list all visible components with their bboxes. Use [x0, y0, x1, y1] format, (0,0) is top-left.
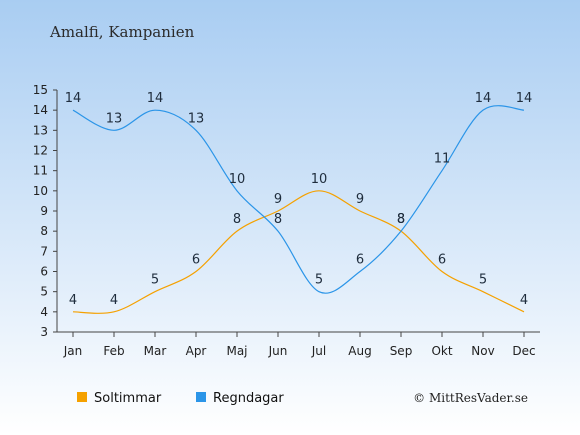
- x-tick-label: Maj: [226, 344, 247, 358]
- x-tick-label: Jan: [63, 344, 83, 358]
- x-tick-label: Jun: [268, 344, 288, 358]
- y-tick-label: 9: [40, 204, 48, 218]
- y-tick-label: 7: [40, 244, 48, 258]
- y-tick-label: 13: [33, 123, 48, 137]
- data-label-soltimmar: 6: [438, 253, 446, 268]
- series-line-regndagar: [72, 105, 525, 294]
- data-label-soltimmar: 4: [520, 293, 528, 308]
- data-label-soltimmar: 10: [311, 172, 328, 187]
- y-tick-label: 3: [40, 325, 48, 339]
- y-tick-label: 10: [33, 184, 48, 198]
- x-tick-label: Dec: [512, 344, 535, 358]
- data-label-regndagar: 14: [475, 91, 492, 106]
- data-label-regndagar: 13: [188, 111, 205, 126]
- data-label-soltimmar: 5: [479, 273, 487, 288]
- credit-text: © MittResVader.se: [413, 391, 528, 405]
- y-tick-label: 14: [33, 103, 48, 117]
- y-tick-label: 4: [40, 305, 48, 319]
- x-tick-label: Apr: [186, 344, 207, 358]
- legend: Soltimmar Regndagar: [77, 391, 284, 406]
- y-tick-label: 8: [40, 224, 48, 238]
- x-tick-label: Nov: [471, 344, 494, 358]
- data-label-soltimmar: 8: [397, 212, 405, 227]
- data-label-regndagar: 14: [147, 91, 164, 106]
- legend-swatch-regndagar: [196, 392, 206, 402]
- data-label-regndagar: 14: [516, 91, 533, 106]
- y-tick-label: 5: [40, 285, 48, 299]
- legend-label-regndagar: Regndagar: [213, 391, 284, 406]
- x-tick-label: Aug: [348, 344, 371, 358]
- data-label-regndagar: 5: [315, 273, 323, 288]
- data-label-regndagar: 10: [229, 172, 246, 187]
- x-tick-label: Feb: [103, 344, 124, 358]
- legend-swatch-soltimmar: [77, 392, 87, 402]
- y-tick-label: 15: [33, 83, 48, 97]
- data-label-soltimmar: 8: [233, 212, 241, 227]
- series-line-soltimmar: [72, 190, 525, 314]
- data-label-soltimmar: 9: [356, 192, 364, 207]
- data-label-regndagar: 8: [274, 212, 282, 227]
- x-tick-label: Sep: [390, 344, 413, 358]
- legend-label-soltimmar: Soltimmar: [94, 391, 162, 406]
- data-label-regndagar: 6: [356, 253, 364, 268]
- x-tick-labels: Jan Feb Mar Apr Maj Jun Jul Aug Sep Okt Nov Dec: [63, 332, 536, 358]
- data-label-regndagar: 14: [65, 91, 82, 106]
- data-label-soltimmar: 6: [192, 253, 200, 268]
- data-label-regndagar: 11: [434, 152, 451, 167]
- y-tick-label: 6: [40, 265, 48, 279]
- y-tick-labels: 3 4 5 6 7 8 9 10 11 12 13 14 15: [33, 83, 57, 339]
- y-tick-label: 11: [33, 164, 48, 178]
- data-label-regndagar: 8: [397, 212, 405, 227]
- x-tick-label: Jul: [311, 344, 326, 358]
- y-tick-label: 12: [33, 144, 48, 158]
- data-label-soltimmar: 5: [151, 273, 159, 288]
- x-tick-label: Mar: [144, 344, 167, 358]
- data-label-soltimmar: 4: [110, 293, 118, 308]
- x-tick-label: Okt: [431, 344, 452, 358]
- series-lines: [72, 105, 525, 314]
- data-label-soltimmar: 9: [274, 192, 282, 207]
- data-label-soltimmar: 4: [69, 293, 77, 308]
- chart-title: Amalfi, Kampanien: [49, 23, 195, 41]
- data-label-regndagar: 13: [106, 111, 123, 126]
